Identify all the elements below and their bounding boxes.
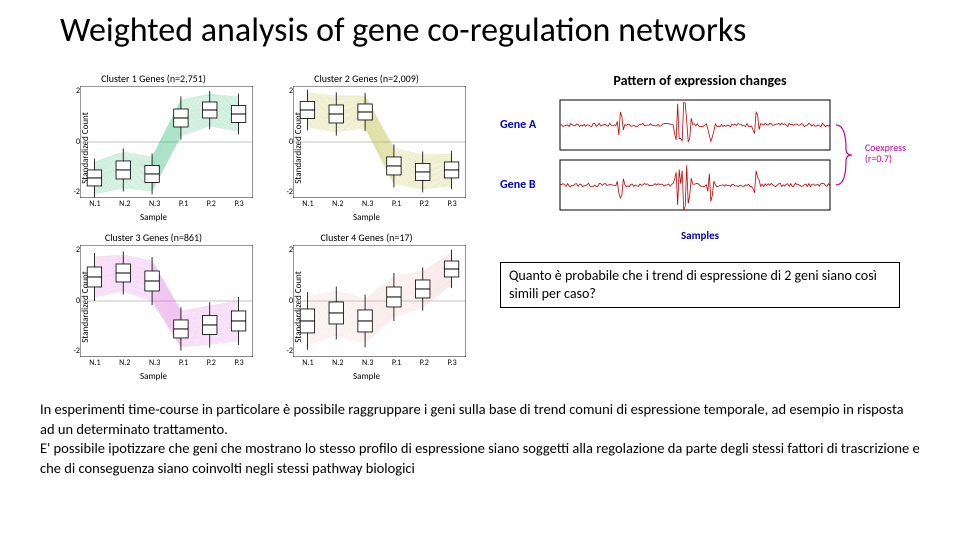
cluster-1-title: Cluster 1 Genes (n=2,751): [50, 72, 257, 85]
cluster-3-xticks: N.1N.2N.3 P.1P.2P.3: [80, 358, 253, 368]
question-box: Quanto è probabile che i trend di espres…: [500, 262, 900, 308]
cluster-1-plot: [80, 86, 253, 198]
gene-b-label: Gene B: [500, 178, 536, 192]
cluster-2-xticks: N.1N.2N.3 P.1P.2P.3: [293, 199, 466, 209]
cluster-3-xlabel: Sample: [50, 371, 257, 382]
samples-label: Samples: [500, 229, 900, 242]
cluster-1: Cluster 1 Genes (n=2,751) Standardized C…: [50, 72, 257, 223]
cluster-2-plot: [293, 86, 466, 198]
cluster-4-title: Cluster 4 Genes (n=17): [263, 231, 470, 244]
cluster-2-yticks: 20-2: [281, 86, 293, 197]
cluster-3-yticks: 20-2: [68, 245, 80, 356]
cluster-2-title: Cluster 2 Genes (n=2,009): [263, 72, 470, 85]
cluster-1-xlabel: Sample: [50, 212, 257, 223]
page-title: Weighted analysis of gene co-regulation …: [60, 10, 746, 51]
expression-panel: Pattern of expression changes Gene A Gen…: [500, 72, 900, 242]
expression-plot: [560, 92, 830, 222]
cluster-3-title: Cluster 3 Genes (n=861): [50, 231, 257, 244]
cluster-4-xticks: N.1N.2N.3 P.1P.2P.3: [293, 358, 466, 368]
cluster-2-xlabel: Sample: [263, 212, 470, 223]
gene-a-label: Gene A: [500, 118, 536, 132]
coexpression-label: Coexpress (r=0.7): [865, 142, 906, 164]
cluster-2: Cluster 2 Genes (n=2,009) Standardized C…: [263, 72, 470, 223]
cluster-grid: Cluster 1 Genes (n=2,751) Standardized C…: [50, 72, 470, 382]
cluster-1-yticks: 20-2: [68, 86, 80, 197]
expression-title: Pattern of expression changes: [500, 72, 900, 89]
cluster-4: Cluster 4 Genes (n=17) Standardized Coun…: [263, 231, 470, 382]
cluster-4-yticks: 20-2: [281, 245, 293, 356]
cluster-4-xlabel: Sample: [263, 371, 470, 382]
cluster-3-plot: [80, 245, 253, 357]
cluster-4-plot: [293, 245, 466, 357]
cluster-3: Cluster 3 Genes (n=861) Standardized Cou…: [50, 231, 257, 382]
cluster-1-xticks: N.1N.2N.3 P.1P.2P.3: [80, 199, 253, 209]
body-text: In esperimenti time-course in particolar…: [40, 400, 920, 478]
